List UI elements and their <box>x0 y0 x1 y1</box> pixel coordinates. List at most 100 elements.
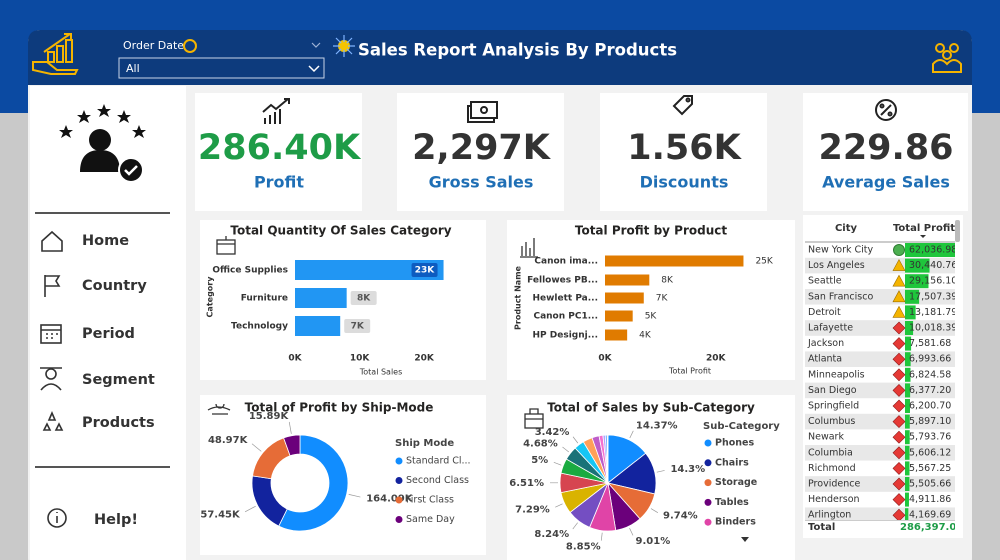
nav-item[interactable]: Products <box>82 415 155 431</box>
legend-label[interactable]: Phones <box>715 438 754 449</box>
leader-line <box>348 494 361 498</box>
status-icon <box>892 508 906 520</box>
chart-title: Total of Profit by Ship-Mode <box>245 401 434 415</box>
cell: San Francisco <box>808 291 873 302</box>
x-tick-label: 0K <box>598 354 612 364</box>
filter-collapse[interactable] <box>311 42 321 48</box>
data-label-box <box>344 319 371 333</box>
legend-label[interactable]: Tables <box>715 497 749 508</box>
data-label: 8K <box>661 276 674 286</box>
nav-item[interactable]: Home <box>82 233 129 249</box>
report-title: Sales Report Analysis By Products <box>358 41 677 60</box>
cell: 6,377.20 <box>909 385 951 396</box>
cell: 29,156.10 <box>909 276 957 287</box>
sort-indicator[interactable] <box>920 235 926 238</box>
kpi-label: Discounts <box>640 173 729 192</box>
nav-item[interactable]: Segment <box>82 372 155 388</box>
status-icon <box>892 305 906 318</box>
legend-label[interactable]: Storage <box>715 477 757 488</box>
data-bar <box>905 492 909 507</box>
total-label: Total <box>808 522 835 533</box>
axis-label: Total Profit <box>668 367 711 376</box>
status-icon <box>892 258 906 271</box>
data-bar <box>905 289 920 304</box>
legend-label[interactable]: Binders <box>715 517 756 528</box>
leader-line <box>650 508 659 513</box>
category-label: Canon PC1... <box>533 312 598 322</box>
cell: Seattle <box>808 276 842 287</box>
nav-item[interactable]: Country <box>82 278 147 294</box>
legend-marker[interactable] <box>395 457 403 465</box>
cell: 5,897.10 <box>909 416 951 427</box>
data-bar <box>905 258 930 273</box>
category-label: HP Designj... <box>533 331 598 341</box>
data-label: 9.01% <box>636 536 671 547</box>
legend-marker[interactable] <box>704 439 712 447</box>
cell: 5,567.25 <box>909 463 951 474</box>
dropdown-chevron[interactable] <box>308 65 320 73</box>
cell: 62,036.98 <box>909 245 957 256</box>
status-icon <box>892 446 906 460</box>
legend-marker[interactable] <box>704 479 712 487</box>
legend-marker[interactable] <box>704 518 712 526</box>
data-bar <box>905 461 910 476</box>
leader-line <box>629 527 634 536</box>
row-band <box>805 507 955 520</box>
kpi-value: 229.86 <box>818 128 953 168</box>
row-band <box>805 320 955 336</box>
data-bar <box>905 399 910 413</box>
chart-title: Total of Sales by Sub-Category <box>547 401 755 415</box>
bar <box>295 316 341 336</box>
legend-marker[interactable] <box>395 516 403 523</box>
legend-label[interactable]: Second Class <box>406 475 469 486</box>
legend-marker[interactable] <box>704 459 712 467</box>
legend-more[interactable] <box>741 537 749 542</box>
cell: 30,440.76 <box>909 260 957 271</box>
filter-dropdown[interactable] <box>118 57 325 79</box>
people-icon <box>932 43 962 73</box>
cell: 4,169.69 <box>909 510 951 521</box>
slice <box>283 434 301 457</box>
status-icon <box>892 290 906 303</box>
data-label: 25K <box>755 257 773 267</box>
legend-label[interactable]: Standard Cl... <box>406 456 471 467</box>
chart-card <box>507 220 795 380</box>
cell: Arlington <box>808 510 851 521</box>
leader-line <box>572 436 579 444</box>
status-icon <box>892 352 906 366</box>
chart-title: Total Quantity Of Sales Category <box>230 224 451 238</box>
kpi-card <box>803 93 968 211</box>
category-label: Fellowes PB... <box>527 276 598 286</box>
nav-item[interactable]: Help! <box>94 512 138 528</box>
data-label: 5% <box>531 455 548 466</box>
legend-marker[interactable] <box>704 498 712 506</box>
status-icon <box>892 430 906 444</box>
column-header[interactable]: Total Profit <box>893 223 955 234</box>
column-header[interactable]: City <box>835 223 858 234</box>
bar <box>295 288 347 308</box>
data-label: 57.45K <box>200 510 241 521</box>
leader-line <box>600 532 603 541</box>
legend-marker[interactable] <box>395 477 403 484</box>
category-label: Hewlett Pa... <box>532 294 598 304</box>
scrollbar[interactable] <box>955 220 960 242</box>
legend-label[interactable]: Chairs <box>715 457 749 468</box>
x-tick-label: 20K <box>706 354 727 364</box>
status-icon <box>892 477 906 491</box>
cell: 7,581.68 <box>909 338 951 349</box>
filter-value[interactable]: All <box>126 62 140 75</box>
slice <box>606 434 609 484</box>
leader-line <box>629 430 634 439</box>
data-label: 8.85% <box>566 542 601 553</box>
legend-marker[interactable] <box>395 496 403 504</box>
bar <box>605 310 633 322</box>
legend-label[interactable]: Same Day <box>406 514 455 525</box>
axis-label: Product Name <box>514 265 523 330</box>
cell: 10,018.39 <box>909 323 957 334</box>
legend-label[interactable]: First Class <box>406 495 454 506</box>
cell: 13,181.79 <box>909 307 957 318</box>
leader-line <box>572 522 578 530</box>
nav-item[interactable]: Period <box>82 326 135 342</box>
avatar-icon <box>59 104 146 183</box>
